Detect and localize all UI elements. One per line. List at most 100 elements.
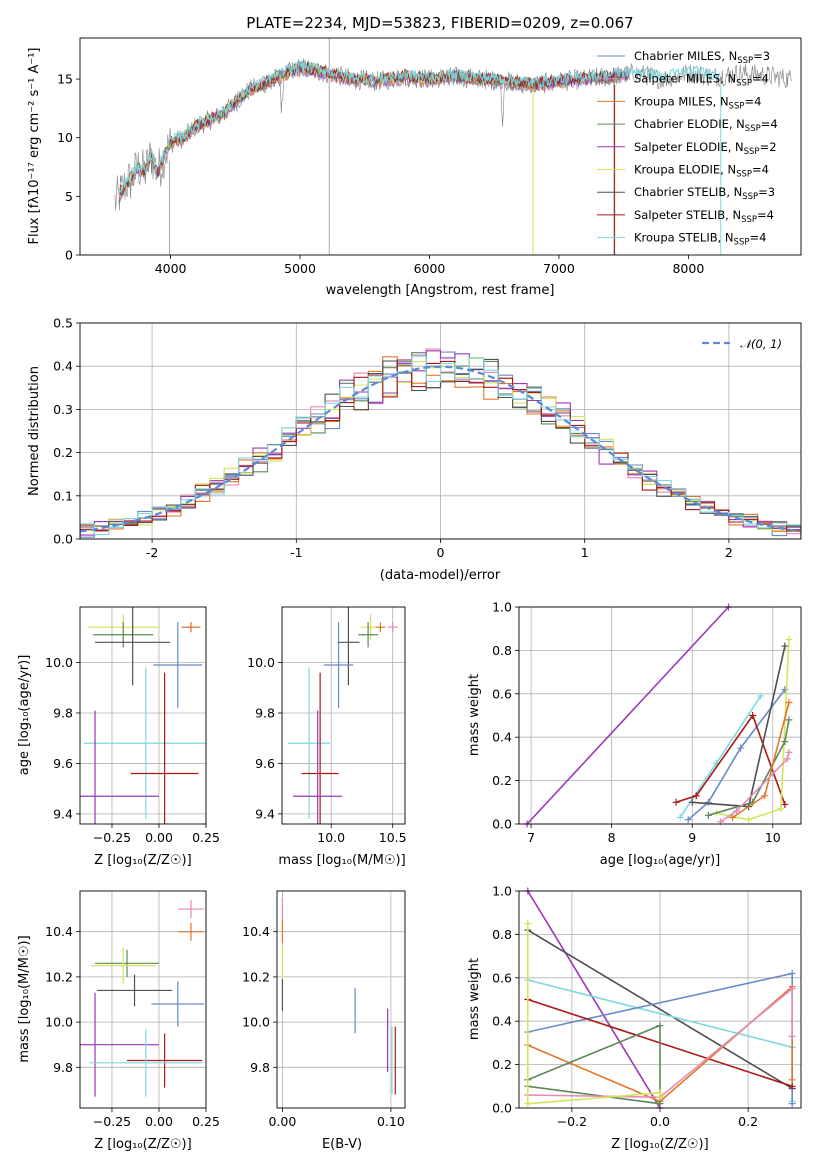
legend-label-tail: =3 — [753, 49, 770, 63]
salpeter-miles-weight-line — [527, 986, 794, 1099]
residual-xlabel: (data-model)/error — [380, 568, 501, 583]
kroupa-stelib-residual-histogram — [80, 355, 801, 536]
salpeter-stelib-weight-marker — [692, 792, 700, 800]
salpeter-miles-weight-line — [719, 752, 790, 823]
legend-label-main: Kroupa MILES, N — [634, 94, 729, 108]
kroupa-elodie-weight-marker — [656, 1093, 664, 1101]
legend-label-tail: =4 — [757, 208, 774, 222]
age-vs-metallicity-xlabel: Z [log₁₀(Z/Z☉)] — [94, 853, 191, 868]
axes-frame — [79, 322, 802, 540]
y-tick-label: 10.2 — [45, 969, 73, 984]
legend-label-sub: SSP — [736, 79, 752, 89]
x-tick-label: 7000 — [543, 261, 575, 276]
x-tick-label: 0.10 — [377, 1114, 405, 1129]
weight-vs-metallicity-ylabel: mass weight — [467, 958, 482, 1040]
chabrier-elodie-weight-line — [527, 1024, 661, 1105]
y-tick-label: 9.4 — [255, 806, 275, 821]
y-tick-label: 10.0 — [247, 655, 275, 670]
axes-frame — [79, 606, 207, 825]
chabrier-miles-weight-line — [687, 689, 786, 821]
y-tick-label: 0.5 — [53, 316, 73, 331]
chabrier-stelib-weight-line — [527, 929, 793, 1090]
legend-label-kroupa-elodie: Kroupa ELODIE, NSSP=4 — [634, 163, 769, 180]
salpeter-elodie-weight-line — [526, 607, 730, 824]
x-tick-label: 9 — [688, 830, 696, 845]
mass-vs-metallicity-panel: −0.25 0.00 0.25 9.8 10.0 10.2 10.4 Z [log₁₀(Z/… — [17, 890, 220, 1152]
x-tick-label: 6000 — [414, 261, 446, 276]
y-tick-label: 10.4 — [45, 924, 73, 939]
salpeter-miles-weight-marker — [783, 755, 791, 763]
x-tick-label: 10.0 — [317, 830, 345, 845]
y-tick-label: 0.8 — [492, 643, 512, 658]
x-tick-label: 8000 — [672, 261, 704, 276]
y-tick-label: 10.2 — [242, 969, 270, 984]
weight-vs-age-plot-area: 7 8 9 10 0.0 0.2 0.4 0.6 0.8 1.0 — [492, 600, 802, 845]
figure-title: PLATE=2234, MJD=53823, FIBERID=0209, z=0… — [246, 14, 633, 32]
y-tick-label: 0.6 — [492, 970, 512, 985]
legend-label-chabrier-elodie: Chabrier ELODIE, NSSP=4 — [634, 117, 778, 134]
y-tick-label: 1.0 — [492, 600, 512, 615]
legend-label-sub: SSP — [737, 56, 753, 66]
legend-label-sub: SSP — [734, 238, 750, 248]
x-tick-label: -2 — [146, 545, 158, 560]
legend-label-kroupa-stelib: Kroupa STELIB, NSSP=4 — [634, 231, 766, 248]
y-tick-label: 10.0 — [242, 1015, 270, 1030]
x-tick-label: −0.2 — [557, 1114, 587, 1129]
age-vs-mass-xlabel: mass [log₁₀(M/M☉)] — [278, 853, 405, 868]
kroupa-miles-weight-marker — [785, 698, 793, 706]
x-tick-label: 10.5 — [379, 830, 407, 845]
residual-histogram-plot-area: -2 -1 0 1 2 0.0 0.1 0.2 0.3 0.4 0.5 𝒩(0, 1) — [53, 316, 802, 560]
age-vs-metallicity-ylabel: age [log₁₀(age/yr)] — [17, 655, 32, 776]
chabrier-stelib-weight-marker — [781, 642, 789, 650]
x-tick-label: 2 — [725, 545, 733, 560]
y-tick-label: 10 — [57, 130, 73, 145]
y-tick-label: 9.8 — [53, 1060, 73, 1075]
legend-label-main: Kroupa ELODIE, N — [634, 163, 736, 177]
axes-frame — [518, 890, 802, 1109]
mass-vs-metallicity-plot-area: −0.25 0.00 0.25 9.8 10.0 10.2 10.4 — [45, 890, 220, 1129]
y-tick-label: 0 — [65, 248, 73, 263]
legend-label-main: Chabrier MILES, N — [634, 49, 737, 63]
weight-vs-metallicity-panel: −0.2 0.0 0.2 0.0 0.2 0.4 0.6 0.8 1.0 Z [log₁₀(Z/… — [467, 884, 802, 1152]
kroupa-miles-weight-marker — [761, 792, 769, 800]
chabrier-elodie-weight-marker — [781, 738, 789, 746]
y-tick-label: 0.4 — [492, 730, 512, 745]
x-tick-label: −0.25 — [93, 1114, 131, 1129]
y-tick-label: 9.8 — [255, 705, 275, 720]
legend-label-main: Chabrier ELODIE, N — [634, 117, 745, 131]
kroupa-elodie-weight-marker — [745, 816, 753, 824]
legend-label-chabrier-stelib: Chabrier STELIB, NSSP=3 — [634, 185, 775, 202]
age-vs-mass-panel: 10.0 10.5 9.4 9.6 9.8 10.0 mass [log₁₀(M/M☉)] — [247, 606, 407, 868]
salpeter-stelib-weight-line — [675, 713, 786, 805]
residual-histogram-panel: -2 -1 0 1 2 0.0 0.1 0.2 0.3 0.4 0.5 𝒩(0, 1) (data-m… — [27, 316, 802, 583]
chabrier-elodie-weight-marker — [656, 1022, 664, 1030]
chabrier-elodie-weight-marker — [656, 1100, 664, 1108]
y-tick-label: 0.0 — [53, 532, 73, 547]
y-tick-label: 0.8 — [492, 927, 512, 942]
y-tick-label: 15 — [57, 72, 73, 87]
y-tick-label: 10.4 — [242, 924, 270, 939]
age-vs-metallicity-panel: −0.25 0.00 0.25 9.4 9.6 9.8 10.0 Z [log₁₀(Z/Z☉… — [17, 606, 220, 868]
y-tick-label: 9.6 — [255, 756, 275, 771]
spectrum-xlabel: wavelength [Angstrom, rest frame] — [326, 283, 555, 298]
y-tick-label: 10.0 — [45, 655, 73, 670]
legend-label-tail: =4 — [761, 117, 778, 131]
chabrier-miles-weight-marker — [788, 1100, 796, 1108]
weight-vs-age-xlabel: age [log₁₀(age/yr)] — [600, 853, 721, 868]
legend-label-tail: =4 — [744, 94, 761, 108]
legend-label-main: Salpeter STELIB, N — [634, 208, 741, 222]
x-tick-label: 0.25 — [192, 1114, 220, 1129]
salpeter-stelib-weight-marker — [672, 798, 680, 806]
legend-label-tail: =4 — [752, 163, 769, 177]
chabrier-elodie-weight-marker — [785, 716, 793, 724]
legend-label-chabrier-miles: Chabrier MILES, NSSP=3 — [634, 49, 770, 66]
y-tick-label: 9.8 — [53, 705, 73, 720]
legend-label-sub: SSP — [742, 192, 758, 202]
y-tick-label: 0.1 — [53, 488, 73, 503]
chabrier-miles-weight-marker — [788, 969, 796, 977]
chabrier-miles-weight-marker — [684, 816, 692, 824]
weight-vs-metallicity-xlabel: Z [log₁₀(Z/Z☉)] — [611, 1137, 708, 1152]
chabrier-stelib-weight-marker — [688, 798, 696, 806]
x-tick-label: 4000 — [155, 261, 187, 276]
spectrum-panel: 4000 5000 6000 7000 8000 0 5 10 15 Chabrier MILE… — [27, 37, 802, 298]
